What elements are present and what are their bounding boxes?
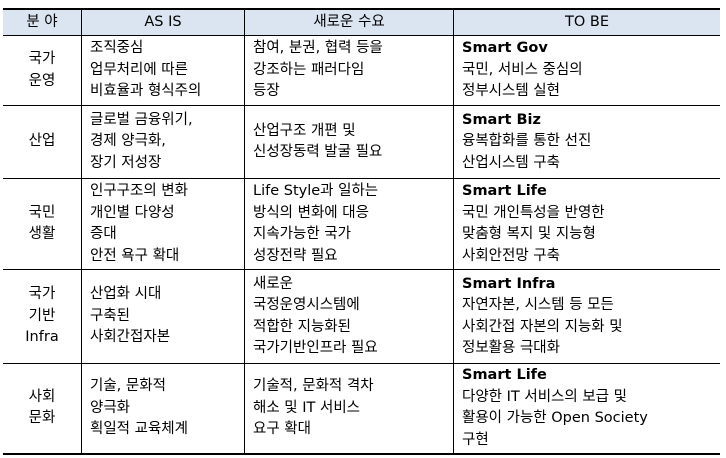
cell-line: 안전 욕구 확대	[90, 247, 180, 264]
cell-line: 다양한 IT 서비스의 보급 및	[462, 388, 627, 405]
cell-line: 정부시스템 실현	[462, 83, 560, 100]
cell-line: 정보활용 극대화	[462, 340, 560, 356]
cell-line: 조직중심	[90, 40, 144, 57]
cell-line: 사회안전망 구축	[462, 247, 560, 264]
header-to-be: TO BE	[453, 8, 720, 36]
cell-line: 새로운	[253, 275, 294, 292]
cell-line: 참여, 분권, 협력 등을	[253, 40, 383, 57]
field-cell: 산업	[3, 105, 82, 179]
cell-line: 지속가능한 국가	[253, 226, 351, 242]
cell-line: 맞춤형 복지 및 지능형	[462, 226, 596, 242]
cell-line: 구현	[462, 431, 489, 448]
cell-line: 글로벌 금융위기,	[90, 111, 193, 128]
header-as-is: AS IS	[81, 8, 245, 36]
cell-line: 강조하는 패러다임	[253, 61, 365, 78]
cell-line: 성장전략 필요	[253, 247, 338, 264]
cell-line: 사회	[28, 388, 56, 405]
cell-line: 신성장동력 발굴 필요	[253, 144, 383, 160]
cell-line: 산업시스템 구축	[462, 154, 560, 171]
cell-line: 사회간접 자본의 지능화 및	[462, 318, 623, 335]
cell-line: 적합한 지능화된	[253, 318, 351, 335]
cell-line: 구축된	[90, 307, 131, 324]
cell-line: 인구구조의 변화	[90, 183, 188, 199]
cell-line: 국정운영시스템에	[253, 297, 360, 313]
table-row: 국민 생활 인구구조의 변화 개인별 다양성 증대 안전 욕구 확대 Life Style과…	[3, 178, 720, 270]
cell-line: 생활	[28, 226, 56, 242]
comparison-table: 분 야 AS IS 새로운 수요 TO BE 국가 운영 조직중심 업무처리에 따른 비…	[3, 8, 720, 455]
cell-line: 기술적, 문화적 격차	[253, 378, 374, 394]
cell-line: 산업	[28, 133, 56, 150]
cell-line: 융복합화를 통한 선진	[462, 133, 592, 150]
table-row: 국가 기반 Infra 산업화 시대 구축된 사회간접자본 새로운 국정운영시스템에 적합한 지…	[3, 269, 720, 364]
cell-line: 업무처리에 따른	[90, 61, 188, 78]
table-row: 국가 운영 조직중심 업무처리에 따른 비효율과 형식주의 참여, 분권, 협력 등을 강조…	[3, 35, 720, 106]
header-row: 분 야 AS IS 새로운 수요 TO BE	[3, 8, 720, 36]
table-row: 사회 문화 기술, 문화적 양극화 획일적 교육체계 기술적, 문화적 격차 해소 및 IT…	[3, 363, 720, 455]
cell-line: 기술, 문화적	[90, 378, 166, 394]
cell-line: 개인별 다양성	[90, 204, 175, 221]
cell-line: 국가	[28, 286, 56, 303]
header-field: 분 야	[3, 8, 82, 36]
cell-line: 양극화	[90, 399, 131, 416]
cell-line: 국가기반인프라 필요	[253, 340, 378, 356]
cell-line: 국민, 서비스 중심의	[462, 61, 583, 78]
cell-line: Smart Biz	[462, 111, 541, 128]
cell-line: 기반	[28, 307, 56, 324]
header-new-demand: 새로운 수요	[244, 8, 454, 36]
cell-line: 요구 확대	[253, 421, 311, 437]
cell-line: 사회간접자본	[90, 329, 171, 346]
cell-line: 국민	[28, 204, 56, 221]
cell-line: Smart Life	[462, 367, 547, 384]
cell-line: 산업화 시대	[90, 286, 162, 303]
cell-line: Life Style과 일하는	[253, 183, 379, 199]
cell-line: 활용이 가능한 Open Society	[462, 410, 648, 427]
cell-line: 문화	[28, 410, 56, 427]
cell-line: 국민 개인특성을 반영한	[462, 204, 605, 221]
cell-line: 경제 양극화,	[90, 133, 166, 150]
cell-line: 자연자본, 시스템 등 모든	[462, 297, 614, 313]
cell-line: Smart Gov	[462, 40, 548, 57]
cell-line: 비효율과 형식주의	[90, 83, 202, 100]
cell-line: 국가	[28, 51, 56, 67]
cell-line: 획일적 교육체계	[90, 421, 188, 437]
cell-line: 해소 및 IT 서비스	[253, 399, 361, 416]
cell-line: 방식의 변화에 대응	[253, 204, 369, 221]
cell-line: 등장	[253, 83, 280, 100]
cell-line: 증대	[90, 226, 117, 242]
cell-line: Infra	[25, 329, 59, 346]
as-is-cell: 글로벌 금융위기, 경제 양극화, 장기 저성장	[81, 105, 245, 179]
cell-line: 장기 저성장	[90, 154, 162, 171]
cell-line: 산업구조 개편 및	[253, 122, 356, 139]
cell-line: 운영	[28, 72, 56, 89]
cell-line: Smart Life	[462, 183, 547, 199]
cell-line: Smart Infra	[462, 275, 556, 292]
